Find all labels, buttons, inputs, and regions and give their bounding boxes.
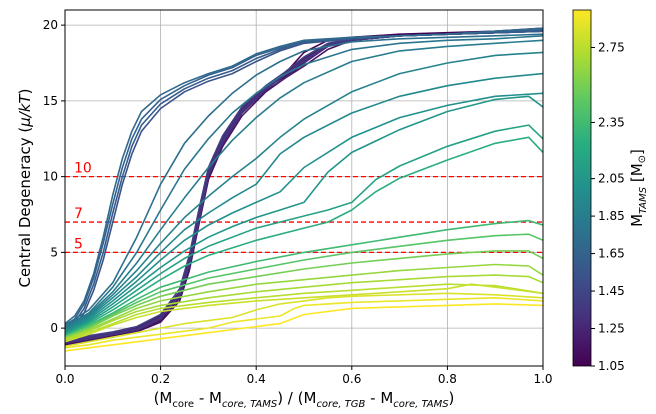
series-line-2.00 [65,92,543,334]
colorbar-title: MTAMS [M⊙] [628,149,649,227]
series-line-2.80 [65,283,543,343]
y-axis: 0 5 10 15 20 [43,18,65,335]
plot-frame [64,9,544,367]
x-tick-label: 0.0 [55,372,74,386]
y-tick-label: 0 [50,321,58,335]
series-line-2.15 [65,124,543,335]
colorbar-tick-label: 2.05 [598,172,625,186]
series-line-2.85 [65,292,543,348]
x-axis: 0.0 0.2 0.4 0.6 0.8 1.0 [55,366,553,386]
colorbar-tick-label: 1.45 [598,284,625,298]
series-line-1.90 [65,51,543,331]
series-line-2.05 [65,95,543,334]
series-line-2.90 [65,297,543,349]
ref-label-10: 10 [74,161,92,177]
series-line-2.25 [65,136,543,337]
series-line-2.95 [65,303,543,352]
x-axis-title: (Mcore - Mcore, TAMS) / (Mcore, TGB - Mc… [154,389,455,410]
y-tick-label: 5 [50,245,58,259]
colorbar-tick-label: 1.65 [598,247,625,261]
colorbar-ticks: 1.05 1.25 1.45 1.65 1.85 2.05 2.35 2.75 [591,40,625,373]
series-lines [65,27,543,352]
colorbar-tick-label: 2.35 [598,115,625,129]
series-line-1.95 [65,72,543,332]
x-tick-label: 0.2 [151,372,170,386]
series-line-2.65 [65,263,543,340]
y-tick-label: 20 [43,18,58,32]
series-line-1.70 [65,27,543,325]
colorbar-tick-label: 1.85 [598,209,625,223]
series-line-2.55 [65,250,543,338]
series-line-2.75 [65,283,543,341]
series-line-2.70 [65,274,543,340]
y-tick-label: 15 [43,94,58,108]
ref-label-5: 5 [74,236,83,252]
series-line-1.80 [65,35,543,328]
y-tick-label: 10 [43,170,58,184]
reference-lines: 10 7 5 [65,161,543,254]
series-line-1.85 [65,39,543,329]
x-tick-label: 1.0 [533,372,552,386]
x-tick-label: 0.4 [247,372,266,386]
colorbar-tick-label: 1.05 [598,359,625,373]
y-axis-title: Central Degeneracy (μ/kT) [16,88,34,287]
colorbar [572,9,592,367]
colorbar-tick-label: 2.75 [598,40,625,54]
x-tick-label: 0.6 [342,372,361,386]
ref-label-7: 7 [74,206,83,222]
x-tick-label: 0.8 [438,372,457,386]
series-line-1.75 [65,33,543,326]
series-line-2.45 [65,233,543,338]
colorbar-tick-label: 1.25 [598,322,625,336]
series-line-2.35 [65,219,543,337]
